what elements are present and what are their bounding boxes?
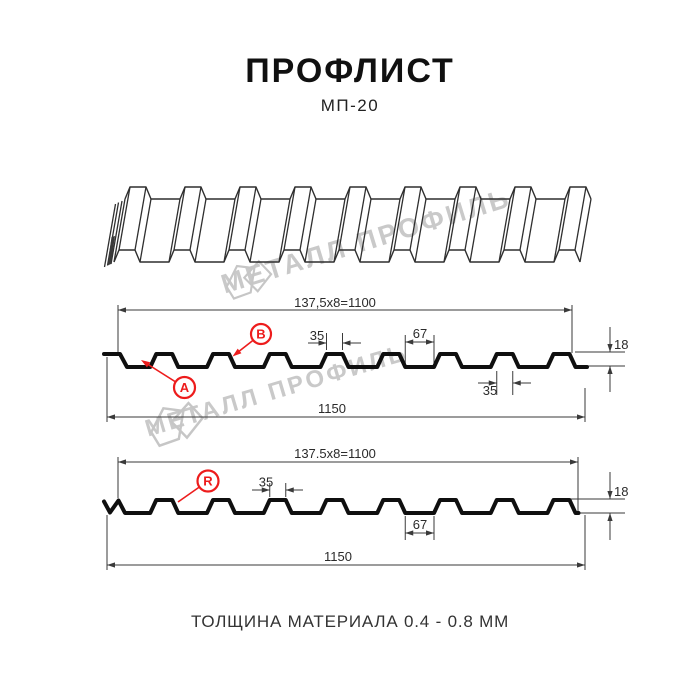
rib-edge-line	[249, 198, 262, 263]
dim-arrowhead	[342, 340, 351, 346]
rib-edge-line	[503, 186, 516, 251]
dimension-lines	[106, 457, 625, 570]
dim-flat-label: 67	[413, 326, 427, 341]
rib-edge-line	[393, 186, 406, 251]
rib-edge-line	[448, 186, 461, 251]
dim-arrowhead	[512, 380, 521, 386]
dim-line	[103, 203, 117, 268]
rib-edge-line	[244, 186, 257, 251]
rib-edge-line	[299, 186, 312, 251]
dim-arrowhead	[426, 530, 434, 536]
rib-edge-line	[333, 198, 346, 263]
callout-labels: A B	[141, 322, 273, 400]
rib-edge-line	[354, 186, 367, 251]
near-edge-profile	[113, 249, 581, 263]
callout-leader	[177, 486, 200, 503]
page-title: ПРОФЛИСТ	[245, 52, 455, 90]
rib-edge-line	[558, 186, 571, 251]
rib-edge-line	[443, 198, 456, 263]
rib-edge-line	[223, 198, 236, 263]
dim-pitch-label: 137.5x8=1100	[294, 446, 376, 461]
dim-arrowhead	[118, 307, 126, 313]
callout-letter-r: R	[203, 474, 213, 489]
cross-section-side-r: 137.5x8=1100 35 67 18 1150 R	[102, 446, 628, 570]
rib-edge-line	[409, 186, 422, 251]
dim-arrowhead	[318, 340, 327, 346]
dim-height-label: 18	[614, 337, 628, 352]
callout-arrowhead	[141, 360, 151, 368]
rib-edge-line	[519, 186, 532, 251]
dim-arrowhead	[107, 562, 115, 568]
dim-line	[110, 200, 123, 265]
rib-edge-line	[228, 186, 241, 251]
rib-edge-line	[118, 186, 131, 251]
rib-edge-line	[134, 186, 147, 251]
material-thickness-note: ТОЛЩИНА МАТЕРИАЛА 0.4 - 0.8 ММ	[190, 612, 510, 631]
rib-edge-line	[388, 198, 401, 263]
rib-edge-line	[139, 198, 152, 263]
profile-3d-lines	[103, 186, 592, 268]
dim-flat-label: 67	[413, 517, 427, 532]
rib-edge-line	[359, 198, 372, 263]
dim-height-label: 18	[614, 484, 628, 499]
rib-edge-line	[113, 198, 126, 263]
dim-total-label: 1150	[318, 401, 346, 416]
callout-letter-a: A	[180, 380, 190, 395]
callout-arrowhead	[232, 348, 242, 357]
dimension-lines	[106, 305, 625, 422]
cross-section-side-ab: 137,5x8=1100 35 67 35 18 1150 A B	[102, 295, 628, 422]
callout-circle-b	[249, 322, 273, 346]
callout-leader	[237, 339, 254, 353]
rib-edge-line	[464, 186, 477, 251]
dim-arrowhead	[261, 487, 270, 493]
rib-edge-line	[194, 198, 207, 263]
far-edge-profile	[124, 186, 592, 200]
rib-edge-line	[338, 186, 351, 251]
dim-arrowhead	[285, 487, 294, 493]
profile-cross-section	[102, 352, 589, 369]
rib-edge-line	[498, 198, 511, 263]
dim-arrowhead	[564, 307, 572, 313]
callout-letter-b: B	[256, 327, 265, 342]
page-subtitle: МП-20	[320, 96, 380, 115]
rib-edge-line	[553, 198, 566, 263]
dim-arrowhead	[607, 491, 613, 499]
dim-arrowhead	[488, 380, 497, 386]
rib-edge-line	[579, 198, 592, 263]
rib-edge-line	[278, 198, 291, 263]
callout-circle-a	[172, 375, 197, 400]
rib-edge-line	[524, 198, 537, 263]
dim-arrowhead	[577, 562, 585, 568]
rib-edge-line	[189, 186, 202, 251]
rib-edge-line	[304, 198, 317, 263]
rib-edge-line	[283, 186, 296, 251]
dim-arrowhead	[426, 339, 434, 345]
profile-3d-view	[103, 186, 592, 268]
dim-base-label: 35	[483, 383, 497, 398]
rib-edge-line	[469, 198, 482, 263]
profile-cross-section	[102, 498, 581, 515]
rib-edge-line	[173, 186, 186, 251]
dim-arrowhead	[107, 414, 115, 420]
dim-arrowhead	[577, 414, 585, 420]
callout-labels: R	[177, 469, 220, 503]
rib-edge-line	[168, 198, 181, 263]
rib-edge-line	[414, 198, 427, 263]
dim-pitch-label: 137,5x8=1100	[294, 295, 376, 310]
dim-arrowhead	[607, 344, 613, 352]
dim-arrowhead	[405, 339, 414, 345]
rib-edge-line	[574, 186, 587, 251]
dim-arrowhead	[570, 459, 578, 465]
callout-leader	[146, 363, 177, 383]
dim-crest-label: 35	[310, 328, 324, 343]
edge-curl-shadow	[107, 236, 115, 266]
dim-arrowhead	[405, 530, 414, 536]
callout-circle-r	[196, 469, 220, 493]
dim-arrowhead	[118, 459, 126, 465]
dim-arrowhead	[607, 513, 613, 521]
dim-crest-label: 35	[259, 475, 273, 490]
dim-total-label: 1150	[324, 549, 352, 564]
dim-arrowhead	[607, 366, 613, 374]
